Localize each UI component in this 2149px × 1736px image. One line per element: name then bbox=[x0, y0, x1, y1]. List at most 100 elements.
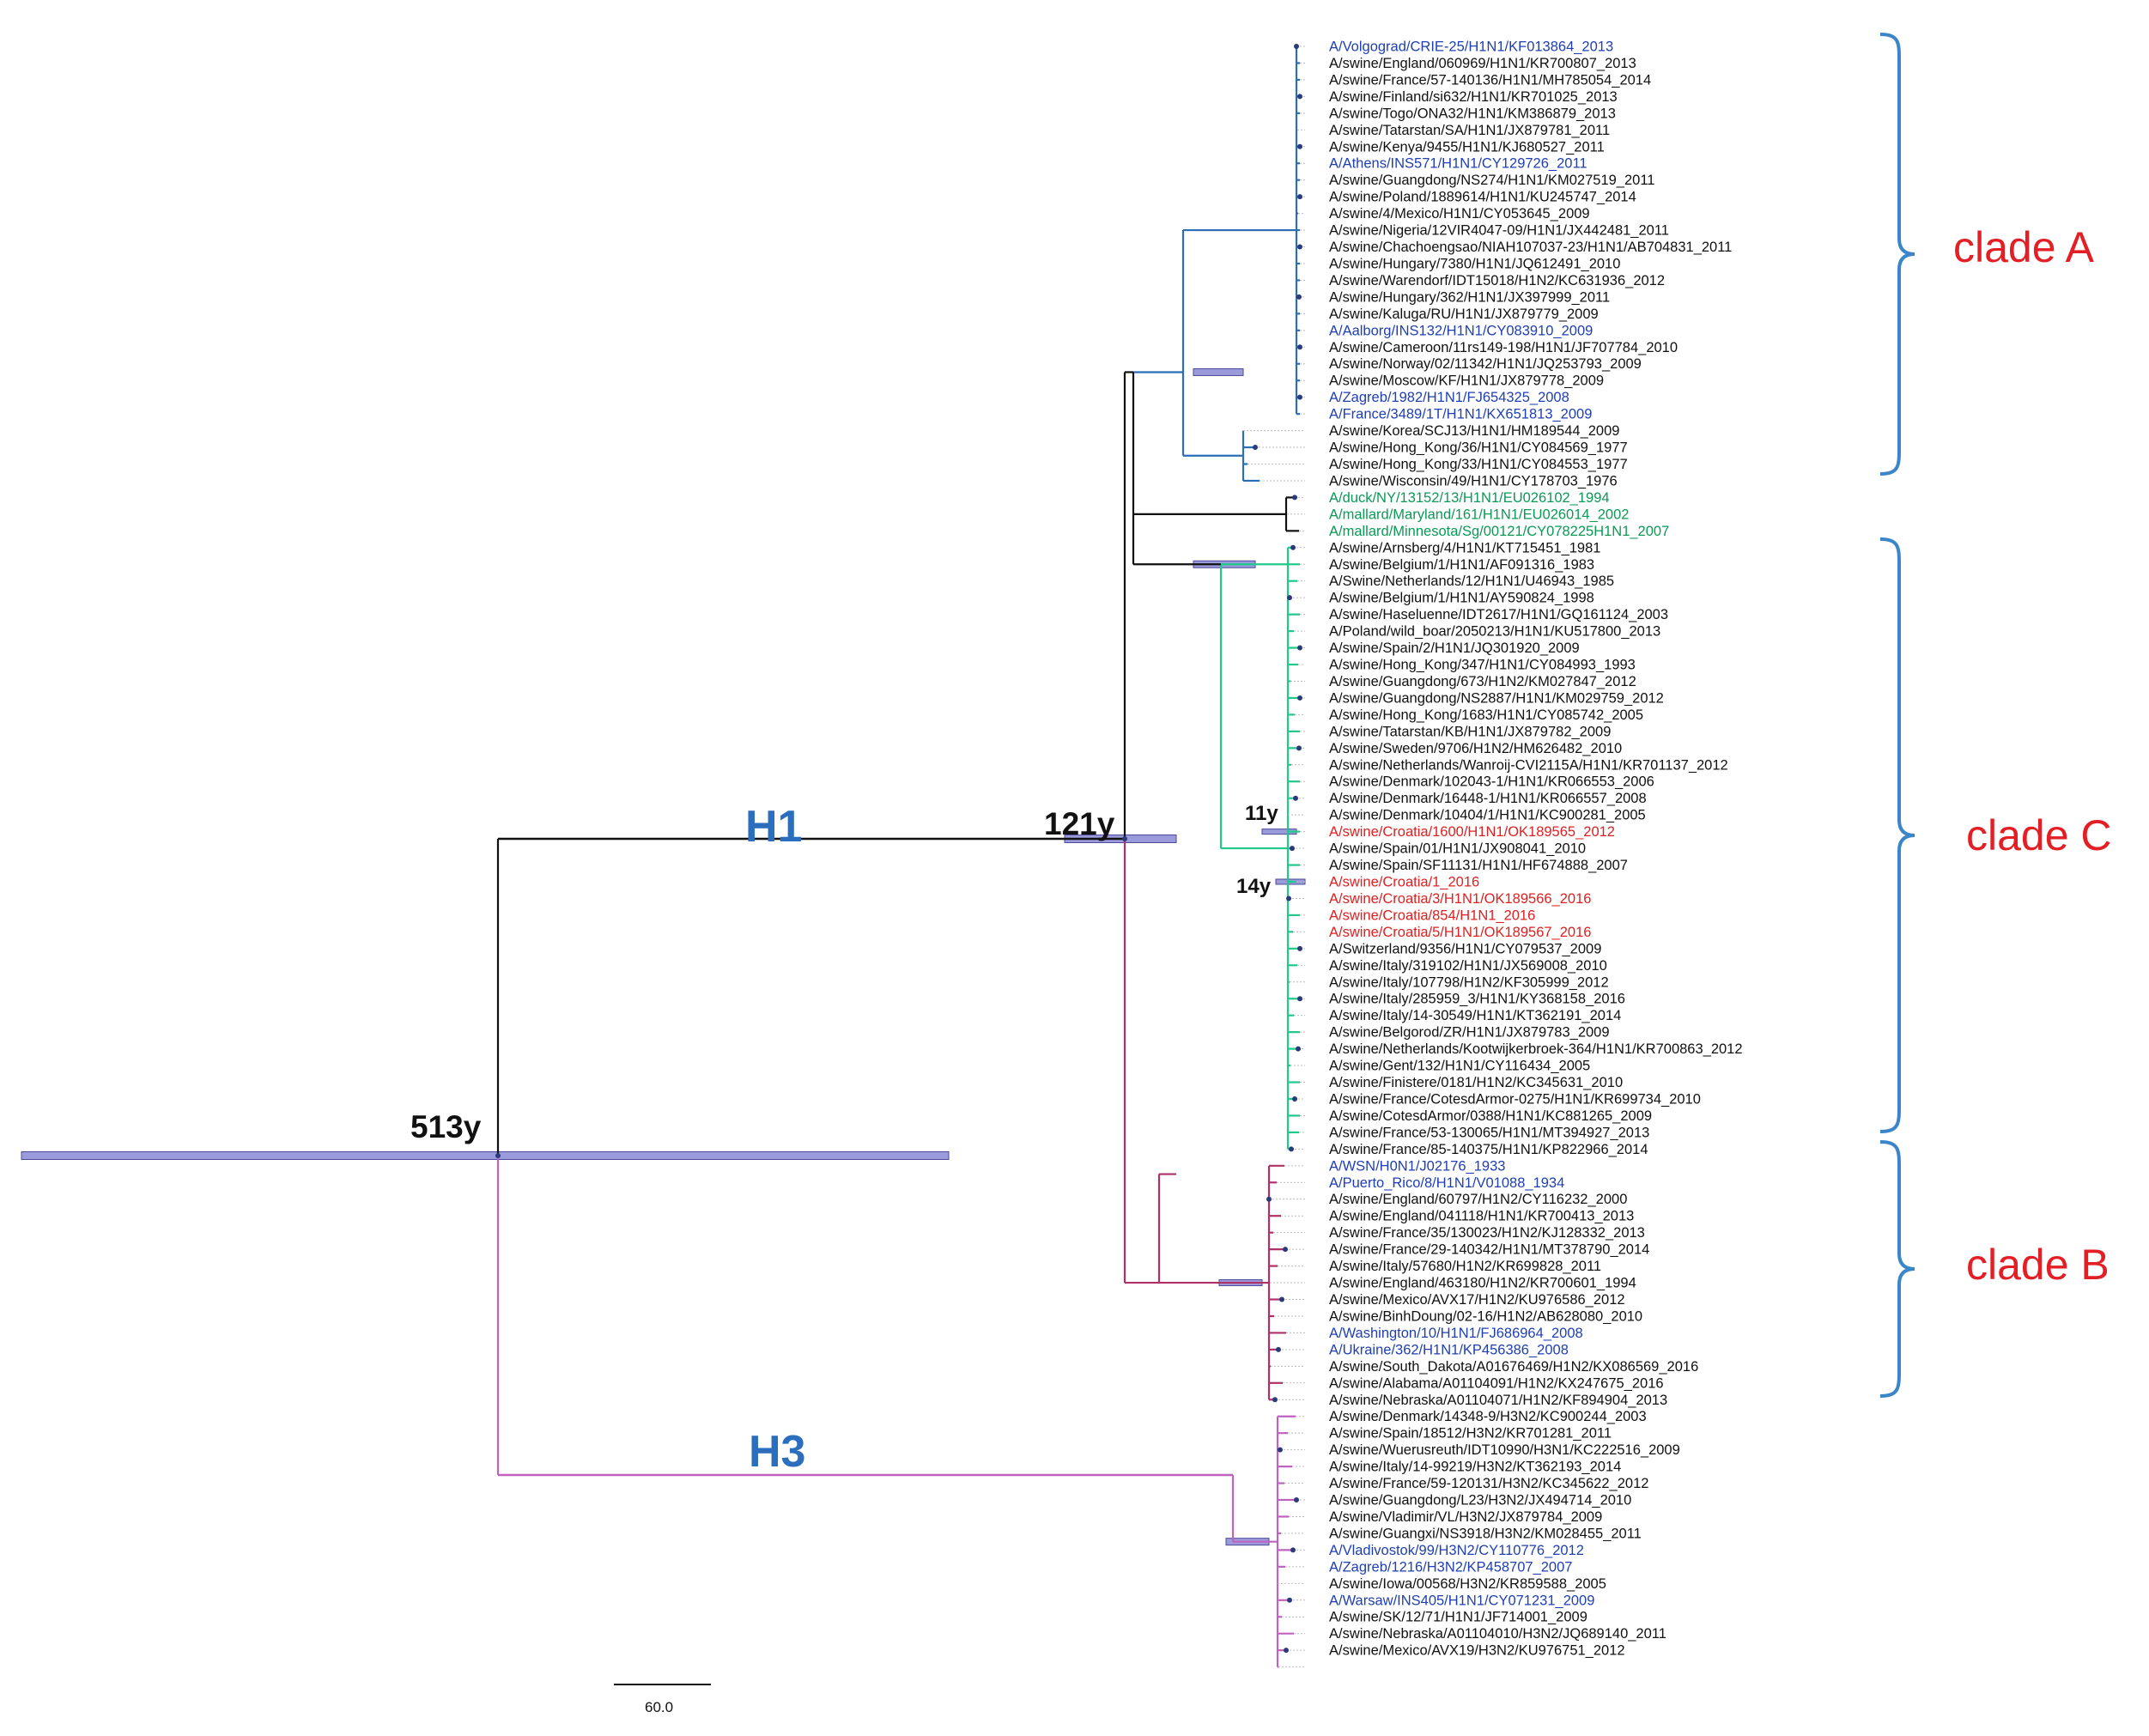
taxon-label: A/swine/Sweden/9706/H1N2/HM626482_2010 bbox=[1329, 741, 1622, 756]
taxon-label: A/swine/France/CotesdArmor-0275/H1N1/KR6… bbox=[1329, 1091, 1701, 1107]
taxon-label: A/swine/England/60797/H1N2/CY116232_2000 bbox=[1329, 1192, 1627, 1207]
node-marker bbox=[1293, 795, 1298, 801]
taxon-label: A/swine/England/041118/H1N1/KR700413_201… bbox=[1329, 1209, 1634, 1224]
taxon-label: A/swine/Croatia/5/H1N1/OK189567_2016 bbox=[1329, 925, 1591, 940]
taxon-label: A/swine/Moscow/KF/H1N1/JX879778_2009 bbox=[1329, 373, 1604, 389]
hpd-bars-layer bbox=[21, 367, 1306, 1546]
taxon-label: A/Volgograd/CRIE-25/H1N1/KF013864_2013 bbox=[1329, 39, 1613, 55]
node-marker bbox=[1283, 1247, 1288, 1253]
branches-layer bbox=[496, 46, 1305, 1668]
taxon-label: A/swine/Tatarstan/KB/H1N1/JX879782_2009 bbox=[1329, 724, 1611, 739]
taxon-label: A/swine/Norway/02/11342/H1N1/JQ253793_20… bbox=[1329, 356, 1642, 372]
node-marker bbox=[1297, 244, 1302, 250]
h1-age-label: 121y bbox=[1044, 806, 1115, 841]
node-markers-layer bbox=[495, 44, 1302, 1654]
taxon-label: A/swine/Tatarstan/SA/H1N1/JX879781_2011 bbox=[1329, 123, 1610, 138]
taxon-label: A/swine/Italy/14-30549/H1N1/KT362191_201… bbox=[1329, 1008, 1621, 1023]
taxon-label: A/swine/Spain/01/H1N1/JX908041_2010 bbox=[1329, 841, 1586, 857]
taxon-label: A/swine/Vladimir/VL/H3N2/JX879784_2009 bbox=[1329, 1509, 1602, 1525]
taxon-label: A/swine/Chachoengsao/NIAH107037-23/H1N1/… bbox=[1329, 240, 1732, 255]
node-marker bbox=[1294, 44, 1299, 49]
taxon-label: A/Ukraine/362/H1N1/KP456386_2008 bbox=[1329, 1342, 1569, 1357]
taxon-label: A/swine/Belgorod/ZR/H1N1/JX879783_2009 bbox=[1329, 1025, 1610, 1041]
node-marker bbox=[1287, 595, 1292, 601]
taxon-label: A/swine/Warendorf/IDT15018/H1N2/KC631936… bbox=[1329, 273, 1665, 288]
taxon-label: A/swine/Hong_Kong/347/H1N1/CY084993_1993 bbox=[1329, 658, 1636, 673]
taxon-label: A/Poland/wild_boar/2050213/H1N1/KU517800… bbox=[1329, 624, 1660, 640]
taxon-label: A/swine/Hong_Kong/1683/H1N1/CY085742_200… bbox=[1329, 707, 1643, 723]
node-marker bbox=[1253, 445, 1258, 451]
taxon-label: A/swine/Guangdong/NS2887/H1N1/KM029759_2… bbox=[1329, 690, 1664, 706]
taxon-label: A/swine/Italy/319102/H1N1/JX569008_2010 bbox=[1329, 958, 1607, 974]
clade-brackets bbox=[1879, 33, 1915, 1398]
taxon-label: A/swine/Iowa/00568/H3N2/KR859588_2005 bbox=[1329, 1576, 1606, 1592]
taxon-label: A/swine/Italy/57680/H1N2/KR699828_2011 bbox=[1329, 1259, 1601, 1274]
taxon-label: A/swine/Finistere/0181/H1N2/KC345631_201… bbox=[1329, 1075, 1623, 1090]
taxon-label: A/swine/Denmark/16448-1/H1N1/KR066557_20… bbox=[1329, 791, 1647, 806]
taxon-label: A/swine/Nigeria/12VIR4047-09/H1N1/JX4424… bbox=[1329, 223, 1669, 239]
node-marker bbox=[1122, 836, 1127, 841]
node-marker bbox=[1296, 294, 1302, 300]
taxon-label: A/swine/Hungary/362/H1N1/JX397999_2011 bbox=[1329, 289, 1610, 305]
node-marker bbox=[1278, 1447, 1283, 1453]
taxon-label: A/swine/Denmark/10404/1/H1N1/KC900281_20… bbox=[1329, 808, 1646, 823]
taxon-label: A/swine/SK/12/71/H1N1/JF714001_2009 bbox=[1329, 1610, 1587, 1625]
taxon-label: A/swine/England/463180/H1N2/KR700601_199… bbox=[1329, 1276, 1636, 1291]
taxon-label: A/swine/Guangdong/673/H1N2/KM027847_2012 bbox=[1329, 674, 1636, 689]
scale-bar-label: 60.0 bbox=[645, 1699, 673, 1715]
clade-c-label: clade C bbox=[1966, 811, 2112, 859]
node-marker bbox=[1297, 996, 1302, 1002]
taxon-label: A/swine/CotesdArmor/0388/H1N1/KC881265_2… bbox=[1329, 1108, 1652, 1124]
croatia-2016-age-label: 14y bbox=[1236, 875, 1272, 898]
node-marker bbox=[495, 1153, 501, 1158]
taxon-label: A/swine/Belgium/1/H1N1/AF091316_1983 bbox=[1329, 557, 1594, 573]
clade-a-bracket bbox=[1879, 33, 1915, 476]
node-marker bbox=[1266, 1196, 1272, 1202]
node-marker bbox=[1297, 945, 1302, 951]
taxon-label: A/swine/France/53-130065/H1N1/MT394927_2… bbox=[1329, 1125, 1649, 1140]
taxon-label: A/swine/Guangxi/NS3918/H3N2/KM028455_201… bbox=[1329, 1526, 1642, 1541]
node-marker bbox=[1286, 895, 1291, 901]
taxon-label: A/swine/England/060969/H1N1/KR700807_201… bbox=[1329, 56, 1636, 71]
root-age-label: 513y bbox=[410, 1109, 482, 1144]
hpd-bar-root bbox=[21, 1151, 950, 1160]
node-marker bbox=[1297, 194, 1302, 200]
taxon-label: A/Switzerland/9356/H1N1/CY079537_2009 bbox=[1329, 941, 1601, 956]
h1-subtype-label: H1 bbox=[745, 802, 802, 852]
node-marker bbox=[1297, 645, 1302, 651]
clade-c-bracket bbox=[1879, 537, 1915, 1133]
taxon-label: A/swine/Cameroon/11rs149-198/H1N1/JF7077… bbox=[1329, 340, 1678, 355]
taxon-label: A/Athens/INS571/H1N1/CY129726_2011 bbox=[1329, 156, 1587, 172]
clade-b-label: clade B bbox=[1966, 1241, 2110, 1289]
hpd-bar bbox=[1193, 367, 1244, 376]
taxon-label: A/swine/4/Mexico/H1N1/CY053645_2009 bbox=[1329, 206, 1590, 222]
h3-subtype-label: H3 bbox=[749, 1427, 805, 1477]
taxon-label: A/swine/Mexico/AVX17/H1N2/KU976586_2012 bbox=[1329, 1292, 1625, 1308]
taxon-label: A/Puerto_Rico/8/H1N1/V01088_1934 bbox=[1329, 1175, 1564, 1191]
taxon-label: A/swine/Mexico/AVX19/H3N2/KU976751_2012 bbox=[1329, 1643, 1625, 1659]
taxon-label: A/swine/Nebraska/A01104010/H3N2/JQ689140… bbox=[1329, 1626, 1666, 1642]
node-marker bbox=[1289, 1146, 1294, 1152]
node-marker bbox=[1276, 1346, 1281, 1352]
taxon-label: A/swine/Arnsberg/4/H1N1/KT715451_1981 bbox=[1329, 540, 1600, 555]
taxon-label: A/swine/Korea/SCJ13/H1N1/HM189544_2009 bbox=[1329, 423, 1619, 439]
taxon-label: A/swine/BinhDoung/02-16/H1N2/AB628080_20… bbox=[1329, 1308, 1642, 1324]
taxon-label: A/swine/Belgium/1/H1N1/AY590824_1998 bbox=[1329, 591, 1594, 606]
taxon-label: A/swine/Wuerusreuth/IDT10990/H3N1/KC2225… bbox=[1329, 1442, 1680, 1458]
taxon-label: A/swine/Spain/2/H1N1/JQ301920_2009 bbox=[1329, 640, 1580, 656]
taxon-label: A/swine/Croatia/1_2016 bbox=[1329, 875, 1479, 890]
taxon-label: A/mallard/Minnesota/Sg/00121/CY078225H1N… bbox=[1329, 524, 1669, 539]
taxon-label: A/swine/Croatia/3/H1N1/OK189566_2016 bbox=[1329, 891, 1591, 907]
taxon-label: A/swine/Croatia/1600/H1N1/OK189565_2012 bbox=[1329, 824, 1615, 840]
node-marker bbox=[1284, 1648, 1289, 1654]
taxon-label: A/swine/Poland/1889614/H1N1/KU245747_201… bbox=[1329, 190, 1636, 205]
taxon-label: A/swine/France/29-140342/H1N1/MT378790_2… bbox=[1329, 1242, 1649, 1258]
taxon-label: A/swine/Kaluga/RU/H1N1/JX879779_2009 bbox=[1329, 307, 1599, 322]
taxon-label: A/mallard/Maryland/161/H1N1/EU026014_200… bbox=[1329, 507, 1629, 522]
taxon-label: A/swine/Spain/SF11131/H1N1/HF674888_2007 bbox=[1329, 858, 1628, 873]
taxon-labels: A/Volgograd/CRIE-25/H1N1/KF013864_2013A/… bbox=[1329, 39, 1743, 1659]
taxon-label: A/swine/France/85-140375/H1N1/KP822966_2… bbox=[1329, 1142, 1648, 1157]
node-marker bbox=[1290, 544, 1296, 550]
taxon-label: A/swine/Finland/si632/H1N1/KR701025_2013 bbox=[1329, 89, 1618, 105]
